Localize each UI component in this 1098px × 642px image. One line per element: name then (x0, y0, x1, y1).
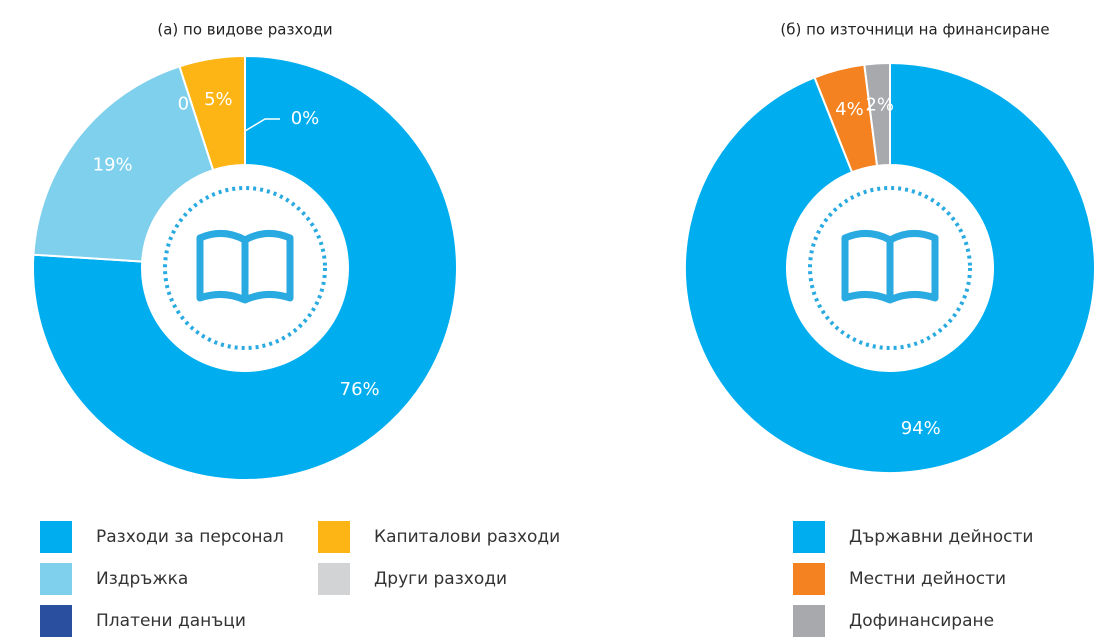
chart-title: (а) по видове разходи (157, 21, 332, 39)
legend-swatch (318, 521, 350, 553)
slice (863, 61, 891, 167)
legend-label: Платени данъци (96, 611, 246, 631)
legend-swatch (793, 521, 825, 553)
chart-title: (б) по източници на финансиране (780, 21, 1049, 39)
legend-swatch (793, 563, 825, 595)
legend-label: Капиталови разходи (374, 527, 560, 547)
data-label: 19% (93, 154, 133, 175)
slice (32, 54, 458, 481)
center-icon (810, 188, 970, 348)
legend-swatch (40, 521, 72, 553)
legend-label: Издръжка (96, 569, 188, 589)
data-label: 4% (835, 99, 864, 120)
slice (32, 65, 215, 263)
legend-label: Разходи за персонал (96, 527, 284, 547)
legend-swatch (40, 605, 72, 637)
data-label: 5% (204, 89, 233, 110)
legend-label: Други разходи (374, 569, 507, 589)
legend-swatch (40, 563, 72, 595)
center-icon (165, 188, 325, 348)
data-label: 0% (291, 108, 320, 129)
legend-swatch (793, 605, 825, 637)
legend-label: Държавни дейности (849, 527, 1033, 547)
data-label: 76% (340, 379, 380, 400)
data-label: 2% (865, 94, 894, 115)
leader-line (244, 118, 280, 132)
legend-label: Местни дейности (849, 569, 1006, 589)
slice (684, 61, 1096, 474)
legend-swatch (318, 563, 350, 595)
data-label: 94% (901, 418, 941, 439)
legend-label: Дофинансиране (849, 611, 994, 631)
